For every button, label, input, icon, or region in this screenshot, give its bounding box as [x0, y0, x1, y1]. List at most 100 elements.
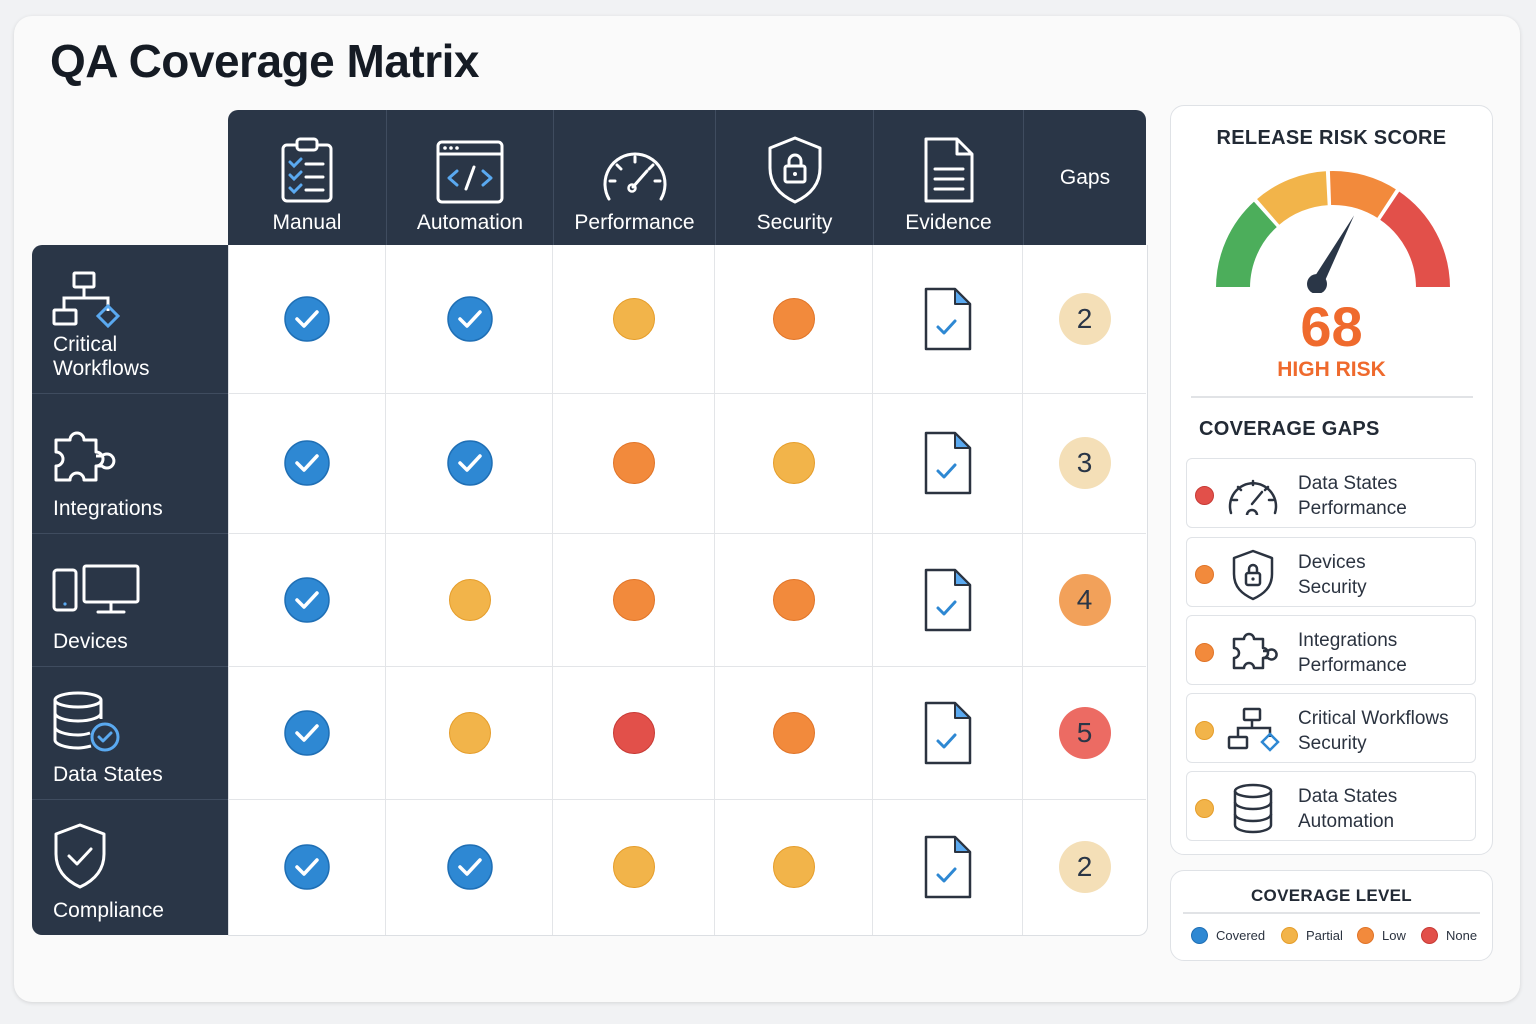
matrix-cell[interactable]	[873, 393, 1023, 533]
gauge-segment	[1377, 188, 1453, 289]
gap-count-badge: 4	[1058, 573, 1111, 626]
risk-level-label: HIGH RISK	[1277, 358, 1386, 381]
speedometer-icon	[1228, 479, 1278, 516]
document-check-icon	[924, 568, 972, 631]
legend-item-none: None	[1421, 927, 1477, 944]
matrix-cell[interactable]	[386, 666, 553, 799]
row-header-critical-workflows[interactable]: Critical Workflows	[32, 245, 228, 393]
coverage-gap-item[interactable]: Data States Performance	[1186, 458, 1476, 528]
matrix-cell[interactable]	[715, 393, 873, 533]
risk-score-value: 68	[1300, 295, 1363, 358]
coverage-dot-low	[613, 442, 655, 484]
gaps-cell[interactable]: 2	[1023, 799, 1146, 935]
matrix-cell[interactable]	[386, 245, 553, 393]
column-label: Gaps	[1059, 165, 1111, 189]
column-header-manual[interactable]: Manual	[228, 110, 386, 245]
risk-gauge	[1213, 169, 1453, 293]
gap-text: Devices Security	[1298, 552, 1367, 598]
gap-text: Data States Automation	[1298, 786, 1398, 832]
gap-count-badge: 2	[1058, 841, 1111, 893]
risk-score-title: RELEASE RISK SCORE	[1216, 127, 1447, 149]
gauge-segment	[1254, 169, 1330, 228]
matrix-cell[interactable]	[386, 799, 553, 935]
matrix-cell[interactable]	[715, 666, 873, 799]
legend-swatch	[1281, 927, 1298, 944]
code-window-icon	[436, 140, 504, 204]
coverage-dot-low	[773, 711, 815, 754]
matrix-cell[interactable]	[228, 666, 386, 799]
row-header-compliance[interactable]: Compliance	[32, 799, 228, 935]
shield-lock-icon	[1232, 549, 1274, 601]
matrix-cell[interactable]	[228, 533, 386, 666]
matrix-cell[interactable]	[715, 533, 873, 666]
check-circle-icon	[284, 844, 330, 890]
legend-swatch	[1421, 927, 1438, 944]
coverage-gap-item[interactable]: Critical Workflows Security	[1186, 693, 1476, 763]
document-check-icon	[924, 835, 972, 899]
column-header-gaps[interactable]: Gaps	[1023, 110, 1146, 245]
check-circle-icon	[284, 709, 330, 756]
matrix-cell[interactable]	[715, 799, 873, 935]
coverage-gap-item[interactable]: Devices Security	[1186, 537, 1476, 607]
gauge-segment	[1327, 169, 1399, 221]
matrix-cell[interactable]	[553, 245, 715, 393]
shield-check-icon	[54, 823, 106, 889]
check-circle-icon	[446, 440, 493, 486]
gaps-cell[interactable]: 5	[1023, 666, 1146, 799]
matrix-cell[interactable]	[553, 666, 715, 799]
coverage-gap-item[interactable]: Integrations Performance	[1186, 615, 1476, 685]
gap-text: Critical Workflows Security	[1298, 708, 1449, 754]
gauge-hub	[1307, 274, 1327, 293]
gap-text: Integrations Performance	[1298, 630, 1407, 676]
matrix-cell[interactable]	[228, 245, 386, 393]
matrix-cell[interactable]	[553, 393, 715, 533]
matrix-cell[interactable]	[715, 245, 873, 393]
coverage-dot-none	[613, 711, 655, 754]
coverage-dot-low	[613, 578, 655, 621]
divider	[1191, 396, 1473, 398]
grid-divider	[228, 666, 1146, 667]
shield-lock-icon	[768, 136, 821, 204]
matrix-cell[interactable]	[553, 799, 715, 935]
gauge-segment	[1213, 198, 1280, 289]
matrix-cell[interactable]	[228, 393, 386, 533]
check-circle-icon	[446, 844, 493, 890]
check-circle-icon	[284, 440, 330, 486]
coverage-gap-item[interactable]: Data States Automation	[1186, 771, 1476, 841]
matrix-cell[interactable]	[386, 533, 553, 666]
grid-divider	[228, 533, 1146, 534]
row-label: Compliance	[53, 899, 164, 922]
row-header-devices[interactable]: Devices	[32, 533, 228, 666]
legend-title: COVERAGE LEVEL	[1250, 886, 1412, 905]
severity-dot	[1195, 486, 1214, 505]
matrix-cell[interactable]	[228, 799, 386, 935]
column-header-evidence[interactable]: Evidence	[873, 110, 1023, 245]
grid-divider	[1022, 245, 1023, 935]
row-header-integrations[interactable]: Integrations	[32, 393, 228, 533]
column-label: Evidence	[905, 211, 992, 234]
legend-swatch	[1357, 927, 1374, 944]
column-header-automation[interactable]: Automation	[386, 110, 553, 245]
column-header-performance[interactable]: Performance	[553, 110, 715, 245]
grid-divider	[872, 245, 873, 935]
grid-divider	[714, 245, 715, 935]
coverage-dot-partial	[773, 846, 815, 888]
matrix-cell[interactable]	[873, 666, 1023, 799]
gaps-cell[interactable]: 3	[1023, 393, 1146, 533]
matrix-cell[interactable]	[553, 533, 715, 666]
coverage-dot-partial	[773, 442, 815, 484]
workflow-icon	[1227, 707, 1280, 752]
gaps-cell[interactable]: 4	[1023, 533, 1146, 666]
matrix-cell[interactable]	[873, 245, 1023, 393]
check-circle-icon	[446, 296, 493, 342]
matrix-cell[interactable]	[873, 533, 1023, 666]
matrix-cell[interactable]	[873, 799, 1023, 935]
column-header-security[interactable]: Security	[715, 110, 873, 245]
gaps-cell[interactable]: 2	[1023, 245, 1146, 393]
check-circle-icon	[284, 576, 330, 623]
divider	[1183, 912, 1480, 914]
row-header-data-states[interactable]: Data States	[32, 666, 228, 799]
legend-item-low: Low	[1357, 927, 1406, 944]
matrix-cell[interactable]	[386, 393, 553, 533]
legend-swatch	[1191, 927, 1208, 944]
